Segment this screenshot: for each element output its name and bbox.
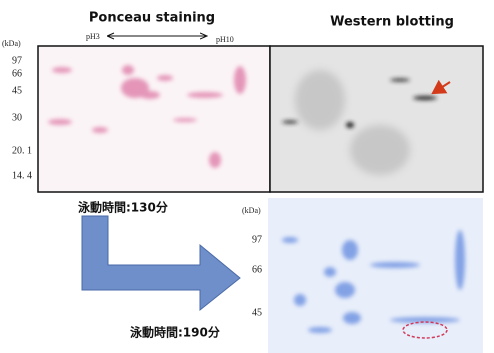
coomassie-gel (268, 198, 483, 353)
marker-label: 66 (12, 68, 22, 79)
time-label: 泳動時間:130分 (78, 200, 168, 215)
unit-label: (kDa) (242, 206, 261, 215)
marker-label: 97 (252, 234, 262, 245)
ponceau-gel (38, 46, 270, 192)
marker-label: 97 (12, 55, 22, 66)
western-blot (270, 46, 483, 192)
ph-label: pH3 (86, 32, 100, 41)
marker-label: 45 (252, 307, 262, 318)
unit-label: (kDa) (2, 39, 21, 48)
figure: Ponceau staining Western blotting (kDa) … (0, 0, 494, 353)
time-label: 泳動時間:190分 (130, 325, 220, 340)
marker-label: 45 (12, 85, 22, 96)
panel-title: Ponceau staining (89, 11, 215, 26)
marker-label: 30 (12, 112, 22, 123)
marker-label: 66 (252, 264, 262, 275)
marker-label: 14. 4 (12, 170, 32, 181)
ph-label: pH10 (216, 35, 234, 44)
marker-label: 20. 1 (12, 145, 32, 156)
panel-title: Western blotting (330, 15, 454, 30)
flow-arrow (82, 216, 240, 310)
